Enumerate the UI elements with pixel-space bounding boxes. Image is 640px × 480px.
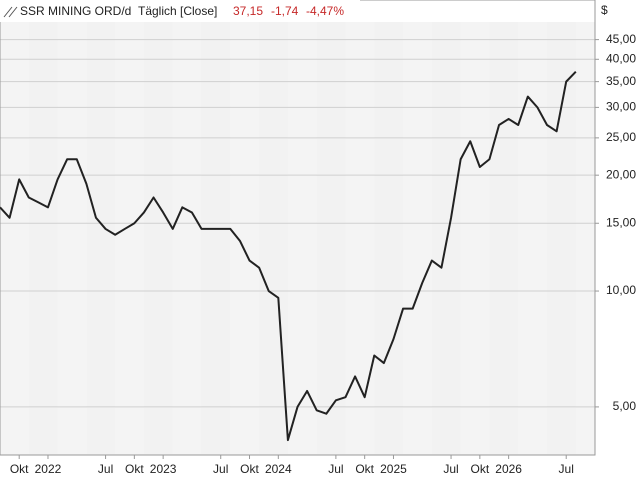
- shade-band: [374, 22, 404, 455]
- x-tick-label: Okt: [355, 462, 374, 476]
- y-tick-label: 10,00: [606, 283, 636, 297]
- x-tick-label: Okt: [240, 462, 259, 476]
- x-tick-label: 2026: [495, 462, 522, 476]
- x-tick-label: 2025: [380, 462, 407, 476]
- chart-subtitle: Täglich [Close]: [138, 4, 217, 18]
- x-tick-label: Okt: [471, 462, 490, 476]
- x-tick-label: Okt: [10, 462, 29, 476]
- x-tick-label: Jul: [98, 462, 113, 476]
- x-tick-label: Jul: [213, 462, 228, 476]
- plot-frame: [0, 0, 596, 456]
- shade-band: [0, 22, 29, 455]
- shade-band: [316, 22, 346, 455]
- shade-band: [403, 22, 432, 455]
- shade-band: [57, 22, 87, 455]
- shade-band: [28, 22, 58, 455]
- shade-band: [345, 22, 375, 455]
- x-tick-label: Jul: [443, 462, 458, 476]
- y-tick-label: 35,00: [606, 74, 636, 88]
- change-percent: -4,47%: [306, 4, 344, 18]
- x-tick-label: 2023: [150, 462, 177, 476]
- y-tick-label: 25,00: [606, 130, 636, 144]
- shade-band: [201, 22, 231, 455]
- currency: $: [601, 3, 608, 17]
- header-bg: [0, 0, 360, 22]
- price-line: [0, 70, 577, 442]
- y-tick-label: 5,00: [613, 399, 637, 413]
- chart-title: SSR MINING ORD/d: [20, 4, 131, 18]
- x-tick-label: Jul: [328, 462, 343, 476]
- y-tick-label: 30,00: [606, 100, 636, 114]
- change: -1,74: [271, 4, 299, 18]
- x-tick-label: 2024: [265, 462, 292, 476]
- chart-icon: [3, 6, 18, 18]
- shade-band: [115, 22, 144, 455]
- shade-band: [460, 22, 490, 455]
- last-price: 37,15: [233, 4, 263, 18]
- shade-band: [86, 22, 116, 455]
- x-tick-label: Jul: [559, 462, 574, 476]
- shade-band: [575, 22, 595, 455]
- shade-band: [489, 22, 519, 455]
- y-tick-label: 40,00: [606, 51, 636, 65]
- x-tick-label: Okt: [125, 462, 144, 476]
- y-tick-label: 20,00: [606, 167, 636, 181]
- shade-band: [143, 22, 173, 455]
- shade-band: [287, 22, 317, 455]
- shade-band: [230, 22, 260, 455]
- shade-band: [547, 22, 576, 455]
- shade-band: [172, 22, 202, 455]
- shade-band: [518, 22, 548, 455]
- x-tick-label: 2022: [35, 462, 62, 476]
- y-tick-label: 15,00: [606, 215, 636, 229]
- y-tick-label: 45,00: [606, 32, 636, 46]
